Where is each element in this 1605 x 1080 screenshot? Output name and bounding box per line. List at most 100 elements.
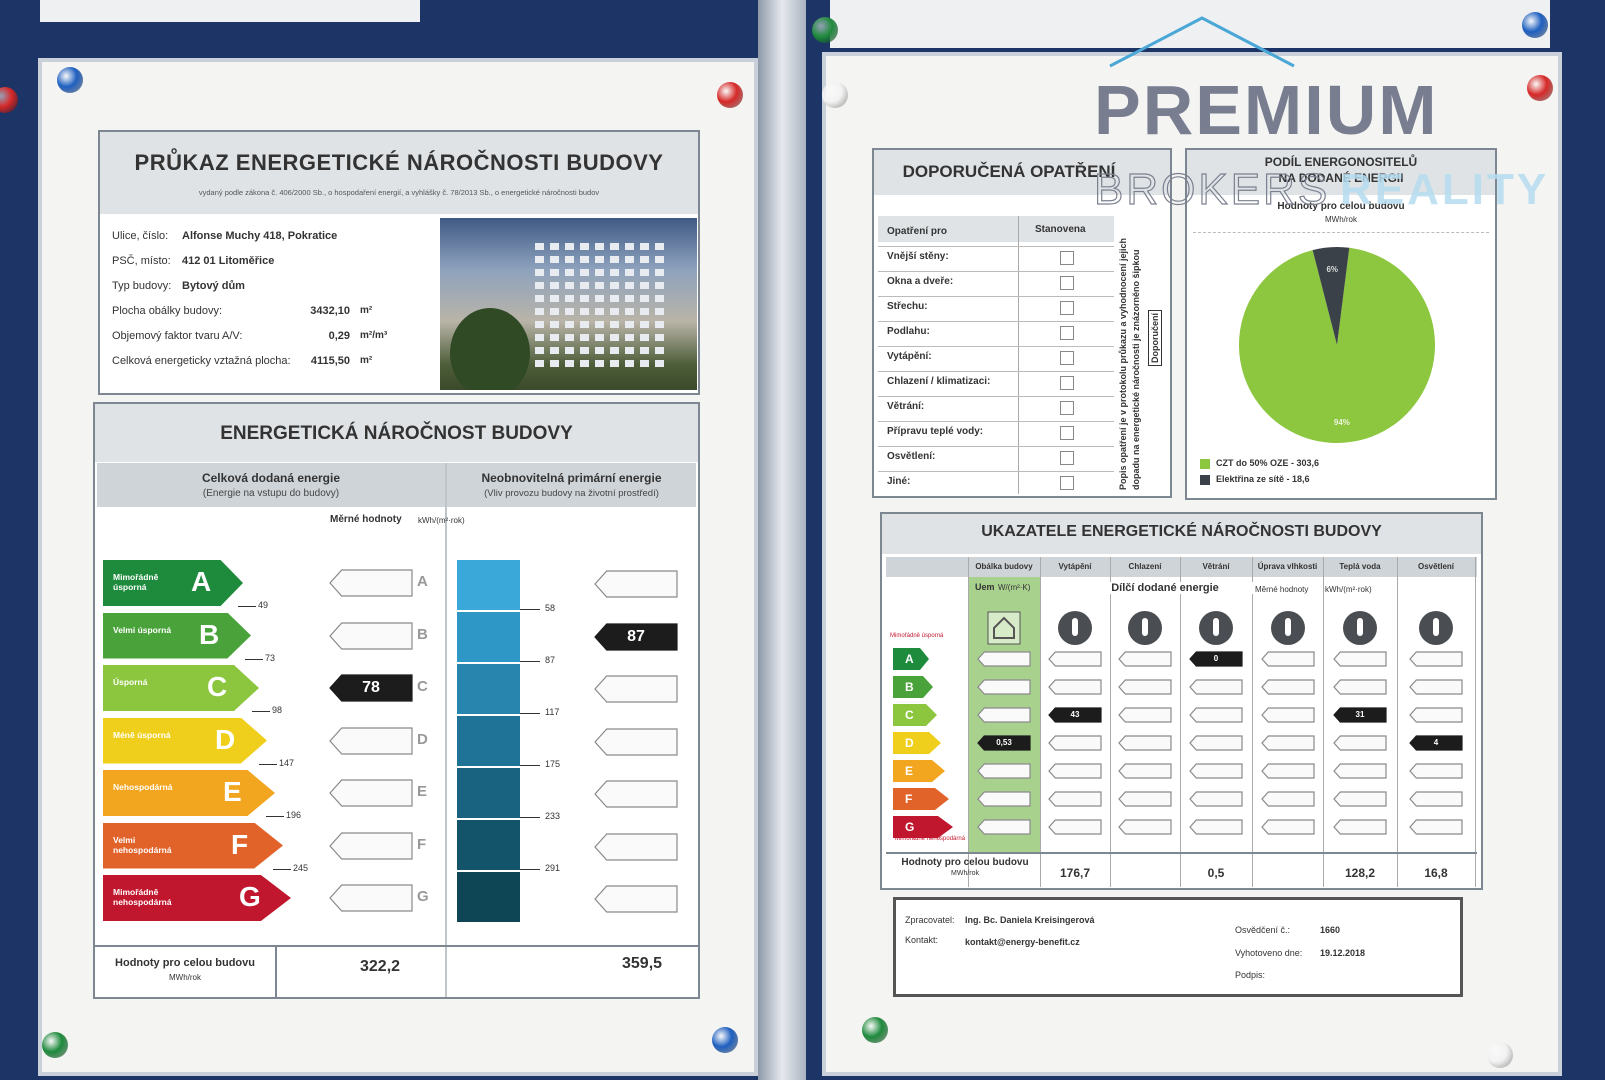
window: [565, 334, 574, 341]
empty-arrow: [329, 884, 413, 912]
rec-item: Vytápění:: [887, 351, 932, 362]
arrow-shape: [1409, 679, 1463, 695]
empty-arrow: [1409, 791, 1463, 807]
arrow-shape: [1260, 763, 1315, 779]
window: [625, 295, 634, 302]
unit-label: Měrné hodnoty: [330, 514, 402, 525]
window: [640, 347, 649, 354]
arrow-shape: [1333, 791, 1387, 807]
arrow-shape: [1333, 819, 1387, 835]
info-label: Typ budovy:: [112, 280, 172, 292]
rec-item: Chlazení / klimatizaci:: [887, 376, 991, 387]
col-title: Chlazení: [1128, 562, 1162, 571]
empty-arrow: [1048, 763, 1102, 779]
rec-col1: Opatření pro: [887, 226, 948, 237]
threshold: 73: [265, 652, 276, 663]
threshold: 233: [545, 811, 561, 821]
info-label: Plocha obálky budovy:: [112, 305, 223, 317]
window: [640, 282, 649, 289]
pin: [812, 17, 838, 43]
icon-glyph: [1284, 618, 1291, 636]
panel-box: [872, 148, 1172, 498]
col2-title: Neobnovitelná primární energie: [481, 471, 662, 485]
footer-processor: Ing. Bc. Daniela Kreisingerová: [965, 915, 1095, 925]
window: [640, 295, 649, 302]
watermark: PREMIUM: [1094, 71, 1439, 149]
col-divider: [1252, 557, 1253, 887]
window: [595, 243, 604, 250]
icon: [1199, 611, 1233, 645]
arrow-shape: [1189, 791, 1243, 807]
checkbox: [1060, 351, 1074, 365]
window: [580, 334, 589, 341]
empty-arrow: [1189, 763, 1243, 779]
tree: [450, 308, 530, 390]
checkbox: [1060, 476, 1074, 490]
marker-arrow: [1048, 707, 1102, 723]
class-arrow: [103, 770, 275, 816]
arrow-shape: [1048, 791, 1102, 807]
arrow-shape: [1048, 679, 1102, 695]
window: [625, 321, 634, 328]
footer-value: 322,2: [360, 958, 401, 975]
scale-top: Mimořádně úsporná: [890, 633, 944, 639]
empty-arrow: [1333, 651, 1387, 667]
empty-arrow: [1260, 707, 1315, 723]
footer-processor-label: Zpracovatel:: [905, 915, 955, 925]
window: [655, 334, 664, 341]
rec-divider: [1018, 216, 1019, 494]
arrow-shape: [1189, 763, 1243, 779]
col2-subtitle: (Vliv provozu budovy na životní prostřed…: [484, 488, 659, 499]
empty-arrow: [1333, 819, 1387, 835]
rec-row-line: [878, 371, 1114, 372]
empty-arrow: [977, 763, 1031, 779]
window: [625, 243, 634, 250]
rec-item: Okna a dveře:: [887, 276, 954, 287]
arrow-shape: [977, 679, 1031, 695]
empty-arrow: [1118, 651, 1172, 667]
col1-subtitle: (Energie na vstupu do budovy): [202, 488, 340, 499]
class-arrow: [103, 822, 283, 869]
checkbox: [1060, 301, 1074, 315]
info-unit: m²: [360, 305, 373, 316]
window: [565, 256, 574, 263]
window: [655, 269, 664, 276]
class-label: Velmi nehospodárná: [113, 834, 172, 855]
pie-rule: [1193, 232, 1489, 233]
class-label: Méně úsporná: [113, 729, 171, 740]
checkbox: [1060, 426, 1074, 440]
class-arrow: [103, 665, 259, 711]
icon: [1270, 611, 1305, 645]
empty-arrow: [1333, 679, 1387, 695]
empty-arrow: [1333, 735, 1387, 751]
marker-value: 78: [362, 679, 380, 696]
footer-contact: kontakt@energy-benefit.cz: [965, 937, 1080, 947]
empty-arrow: [1189, 679, 1243, 695]
col-divider: [1110, 557, 1111, 887]
legend-swatch: [1200, 459, 1210, 469]
window: [625, 360, 634, 367]
rec-item: Osvětlení:: [887, 451, 936, 462]
col-divider: [1323, 557, 1324, 887]
icon-glyph: [1433, 618, 1439, 636]
arrow-shape: [1260, 819, 1315, 835]
arrow-shape: [594, 675, 678, 703]
total-value: 128,2: [1344, 866, 1376, 880]
pin: [1522, 12, 1548, 38]
scale-bottom: Mimořádně nehospodárná: [895, 836, 966, 842]
arrow-shape: [1118, 707, 1172, 723]
window: [595, 282, 604, 289]
arrow-shape: [1409, 707, 1463, 723]
window: [580, 269, 589, 276]
threshold: 58: [545, 603, 556, 613]
empty-arrow: [1409, 651, 1463, 667]
arrow-shape: [977, 735, 1031, 751]
class-letter-side: G: [417, 888, 429, 905]
window: [610, 243, 619, 250]
arrow-shape: [977, 763, 1031, 779]
rating-title: ENERGETICKÁ NÁROČNOST BUDOVY: [220, 423, 573, 444]
empty-arrow: [1333, 791, 1387, 807]
empty-arrow: [1409, 679, 1463, 695]
class-letter-side: A: [417, 573, 428, 590]
scale-arrow: [893, 704, 937, 726]
